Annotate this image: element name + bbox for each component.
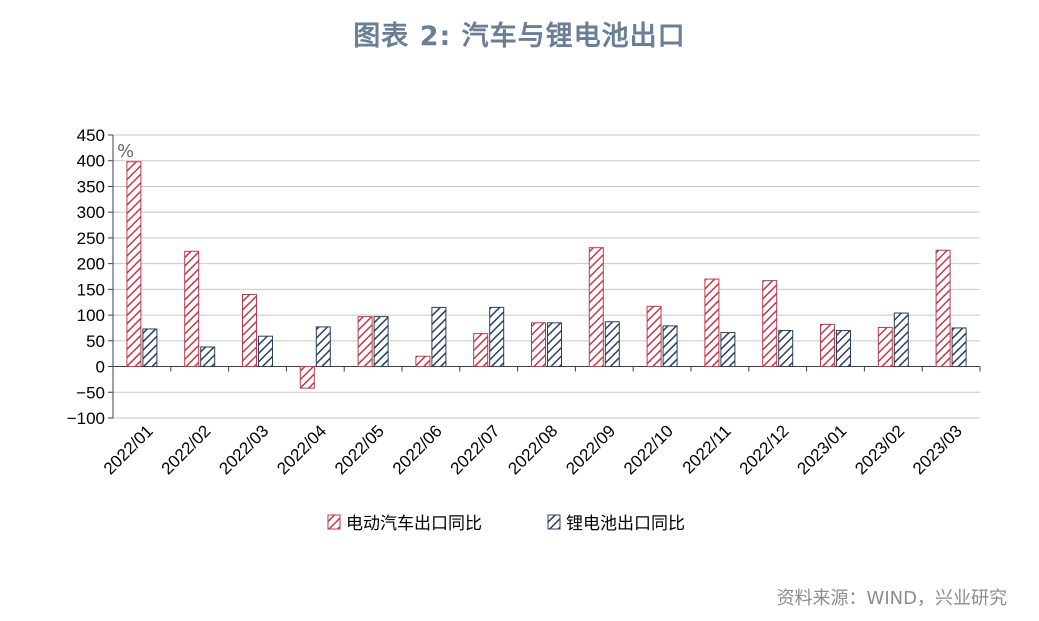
bar-ev-export-2022-03	[242, 294, 257, 368]
x-tick-label: 2022/06	[389, 421, 446, 478]
legend-item-battery-export: 锂电池出口同比	[547, 514, 685, 534]
x-tick-label: 2022/11	[679, 421, 735, 477]
y-tick-label: 50	[86, 332, 105, 351]
x-tick-label: 2022/08	[504, 421, 561, 478]
bar-battery-export-2023-01	[836, 330, 851, 368]
bars	[126, 161, 967, 389]
x-tick-label: 2023/01	[793, 421, 850, 478]
x-tick-label: 2022/07	[447, 421, 504, 478]
y-tick-label: −100	[67, 409, 105, 428]
bar-ev-export-2022-08	[531, 322, 546, 368]
bar-battery-export-2023-02	[893, 312, 909, 368]
y-tick-label: 300	[77, 203, 105, 222]
bar-battery-export-2022-09	[604, 321, 620, 368]
legend-swatch-battery-export	[547, 514, 561, 530]
y-tick-label: 250	[77, 229, 105, 248]
bar-battery-export-2022-05	[373, 316, 389, 368]
legend-swatch-ev-export	[327, 514, 341, 530]
bar-battery-export-2023-03	[951, 327, 967, 368]
bar-battery-export-2022-03	[258, 335, 273, 368]
bar-ev-export-2022-10	[646, 305, 662, 368]
bar-ev-export-2022-01	[126, 161, 142, 368]
bar-ev-export-2023-02	[877, 326, 893, 368]
bar-battery-export-2022-12	[778, 330, 794, 368]
bar-battery-export-2022-02	[200, 346, 216, 368]
bar-ev-export-2022-02	[184, 250, 200, 368]
bar-ev-export-2022-07	[473, 333, 489, 368]
x-axis-ticks: 2022/01 2022/02 2022/03 2022/04 2022/05 2022/…	[100, 366, 981, 478]
bar-ev-export-2023-03	[935, 249, 951, 368]
bar-battery-export-2022-07	[489, 306, 505, 368]
y-tick-label: 200	[77, 255, 105, 274]
bar-battery-export-2022-11	[720, 332, 736, 368]
bar-ev-export-2022-06	[415, 355, 431, 368]
y-tick-label: 400	[77, 152, 105, 171]
y-tick-label: 0	[96, 358, 105, 377]
x-tick-label: 2022/05	[331, 421, 388, 478]
legend-item-ev-export: 电动汽车出口同比	[327, 514, 482, 534]
y-tick-label: 100	[77, 306, 105, 325]
gridlines	[113, 134, 980, 419]
x-tick-label: 2023/02	[851, 421, 908, 478]
x-tick-label: 2022/02	[158, 421, 215, 478]
y-tick-label: 350	[77, 177, 105, 196]
y-tick-label: 450	[77, 126, 105, 145]
legend-label-ev-export: 电动汽车出口同比	[346, 514, 482, 534]
legend: 电动汽车出口同比 锂电池出口同比	[327, 514, 685, 534]
bar-ev-export-2022-12	[762, 280, 778, 368]
x-tick-label: 2022/12	[736, 421, 793, 478]
x-tick-label: 2022/01	[100, 421, 157, 478]
x-tick-label: 2023/03	[909, 421, 966, 478]
page-title: 图表 2: 汽车与锂电池出口	[353, 21, 686, 52]
y-axis-ticks: 450 400 350 300 250 200 150 100 50 0 −50 −100	[67, 126, 114, 428]
bar-battery-export-2022-06	[431, 306, 447, 368]
x-tick-label: 2022/04	[273, 421, 330, 478]
y-tick-label: 150	[77, 280, 105, 299]
source-note: 资料来源：WIND，兴业研究	[776, 588, 1007, 609]
bar-battery-export-2022-04	[315, 326, 331, 368]
bar-battery-export-2022-08	[547, 322, 562, 368]
bar-battery-export-2022-01	[142, 328, 158, 368]
bar-ev-export-2022-04	[299, 366, 315, 389]
y-axis-unit: %	[117, 141, 134, 162]
bar-ev-export-2022-05	[357, 316, 373, 368]
y-tick-label: −50	[76, 383, 105, 402]
x-tick-label: 2022/09	[562, 421, 619, 478]
bar-ev-export-2023-01	[820, 323, 835, 368]
x-tick-label: 2022/10	[620, 421, 677, 478]
bar-battery-export-2022-10	[662, 325, 678, 368]
bar-ev-export-2022-11	[704, 278, 720, 368]
x-tick-label: 2022/03	[215, 421, 272, 478]
legend-label-battery-export: 锂电池出口同比	[566, 514, 685, 534]
bar-ev-export-2022-09	[588, 247, 604, 368]
